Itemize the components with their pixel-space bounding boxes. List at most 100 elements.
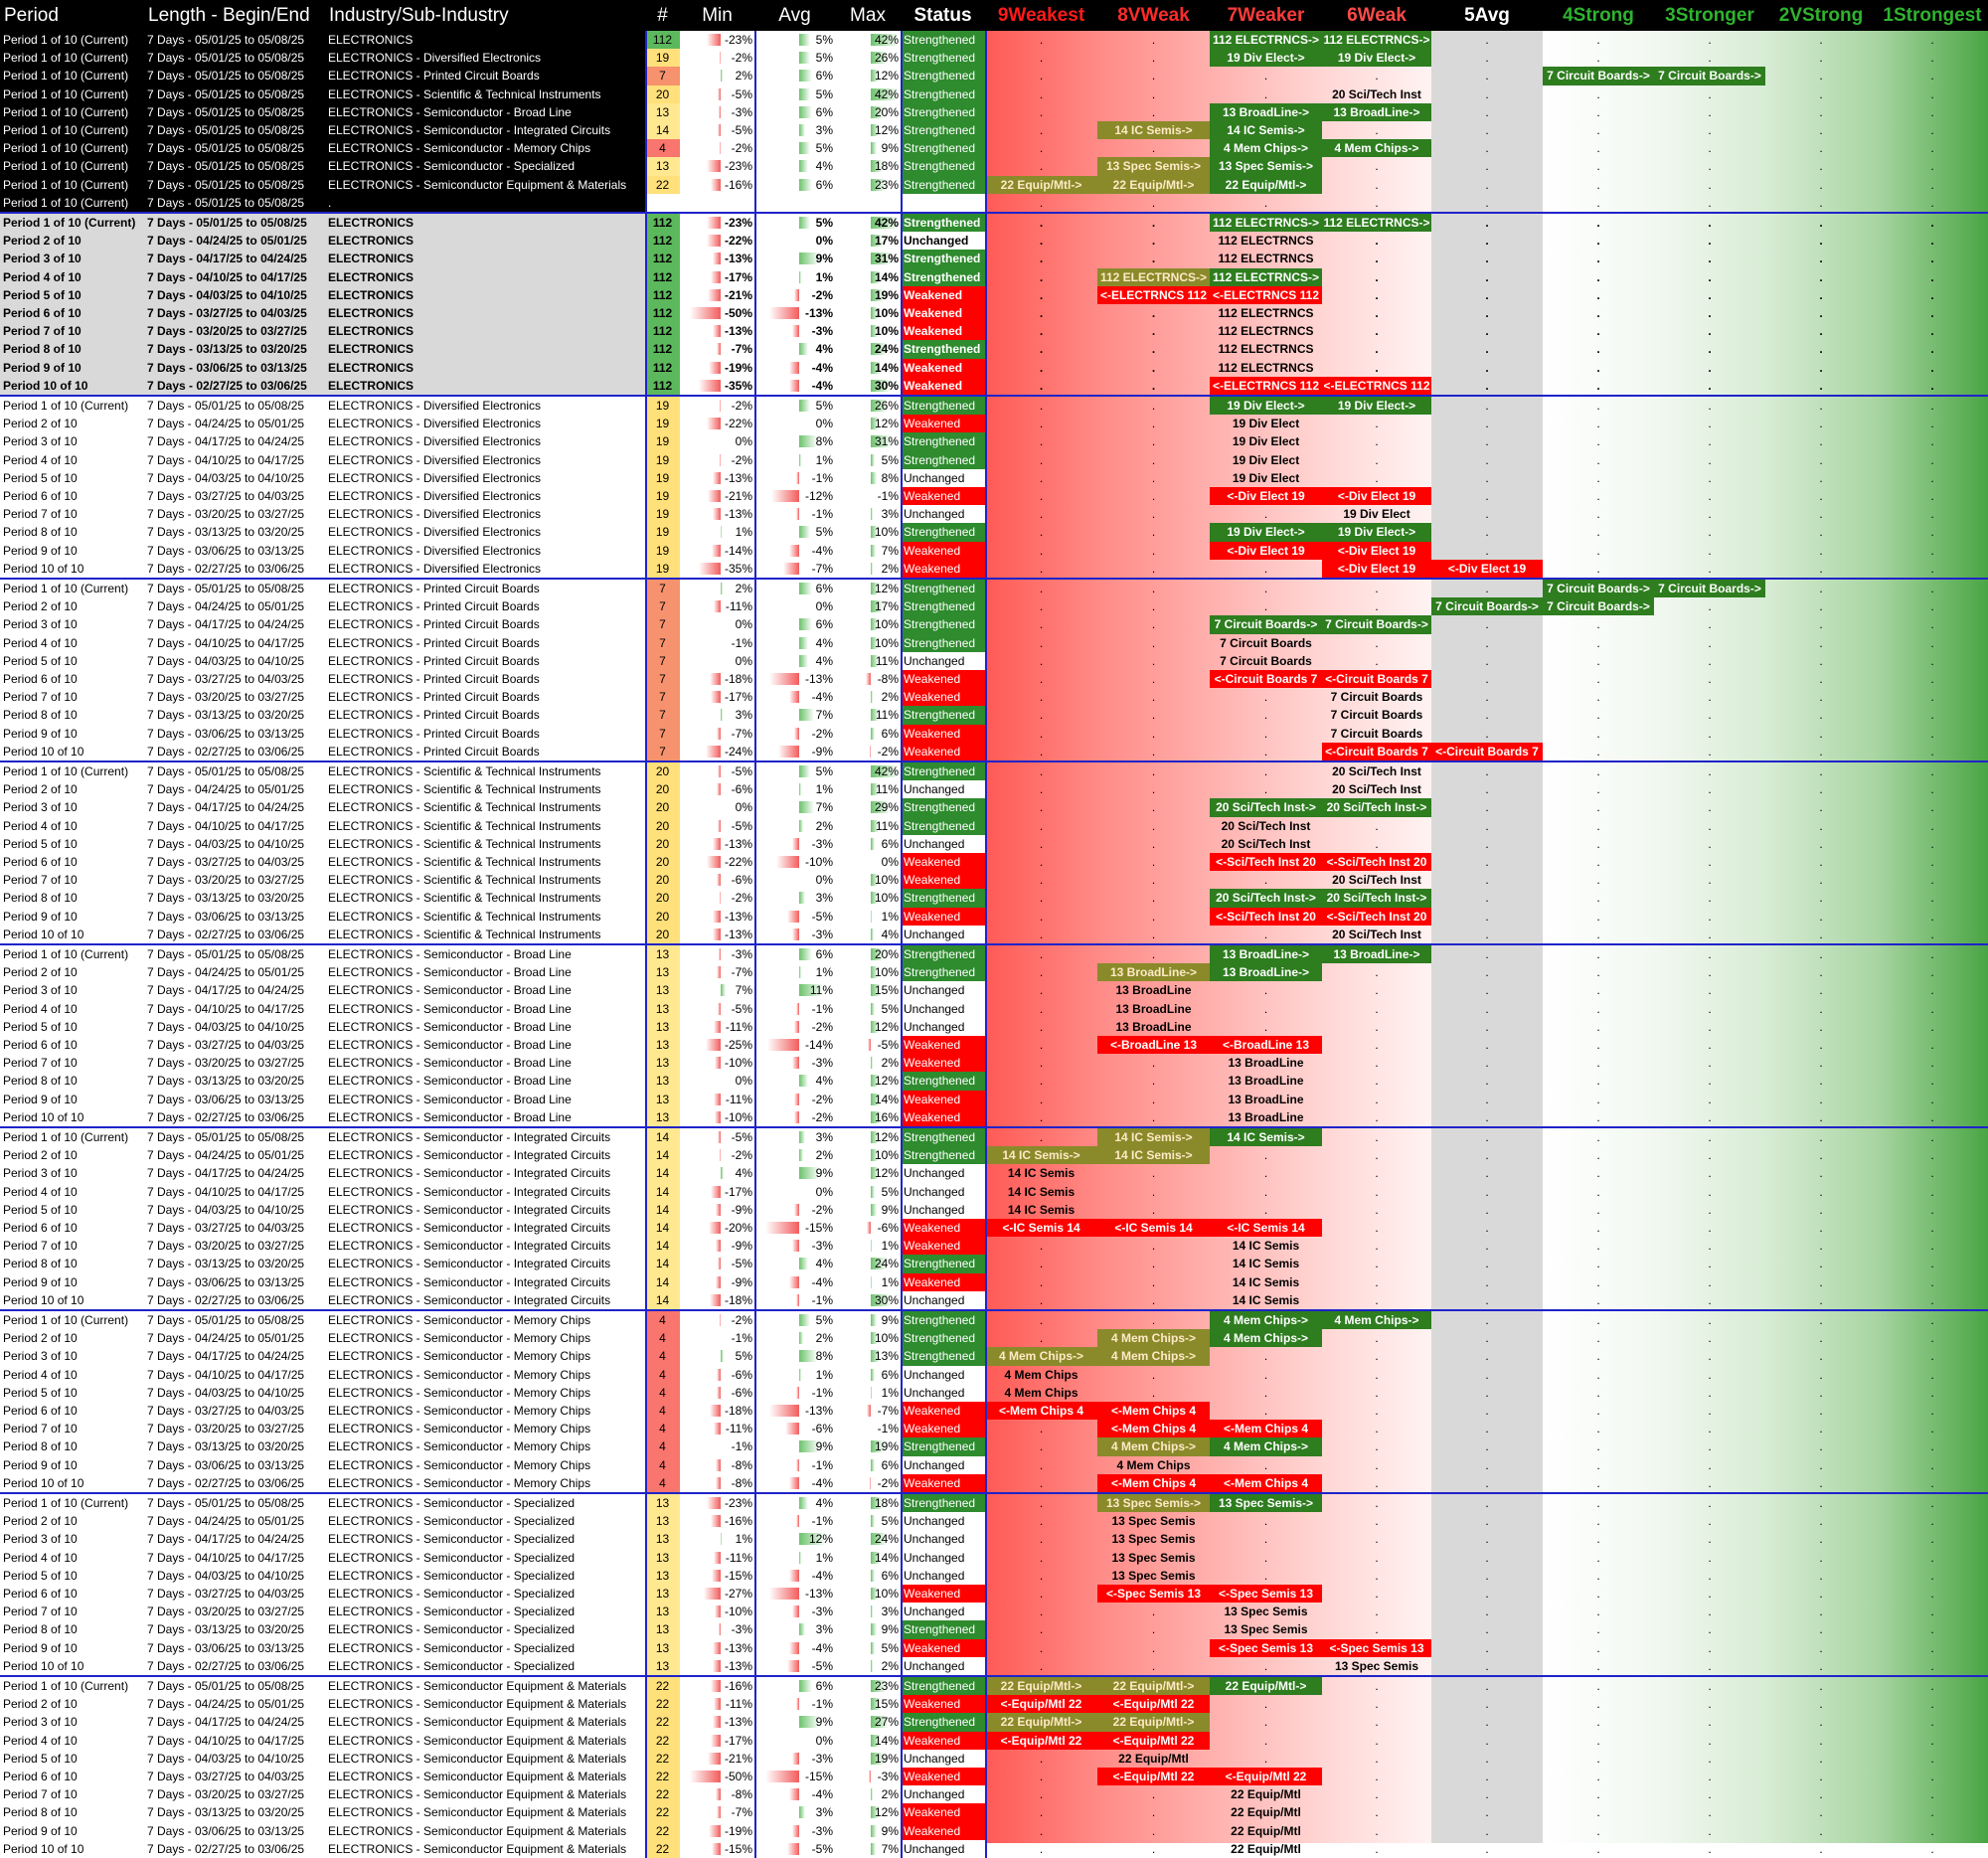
zone-tag[interactable]: 7 Circuit Boards-> bbox=[1431, 597, 1543, 616]
zone-tag[interactable]: <-ELECTRNCS 112 bbox=[1210, 376, 1322, 395]
zone-tag[interactable]: 13 BroadLine bbox=[1228, 1074, 1304, 1089]
zone-tag[interactable]: <-ELECTRNCS 112 bbox=[1210, 285, 1322, 304]
zone-tag[interactable]: <-Equip/Mtl 22 bbox=[1097, 1731, 1210, 1750]
zone-tag[interactable]: 13 Spec Semis bbox=[1111, 1568, 1196, 1583]
table-row[interactable]: Period 4 of 10 7 Days - 04/10/25 to 04/17… bbox=[0, 999, 1988, 1018]
zone-tag[interactable]: 20 Sci/Tech Inst bbox=[1332, 873, 1421, 888]
table-row[interactable]: Period 4 of 10 7 Days - 04/10/25 to 04/17… bbox=[0, 633, 1988, 652]
zone-tag[interactable]: 19 Div Elect-> bbox=[1322, 49, 1431, 68]
zone-tag[interactable]: 19 Div Elect bbox=[1232, 470, 1300, 485]
zone-tag[interactable]: 22 Equip/Mtl-> bbox=[985, 1677, 1097, 1696]
zone-tag[interactable]: 19 Div Elect bbox=[1232, 452, 1300, 467]
table-row[interactable]: Period 1 of 10 (Current) 7 Days - 05/01/2… bbox=[0, 1494, 1988, 1513]
zone-tag[interactable]: 19 Div Elect bbox=[1343, 507, 1410, 522]
table-row[interactable]: Period 3 of 10 7 Days - 04/17/25 to 04/24… bbox=[0, 250, 1988, 268]
table-row[interactable]: Period 1 of 10 (Current) 7 Days - 05/01/2… bbox=[0, 67, 1988, 85]
table-row[interactable]: Period 1 of 10 (Current) 7 Days - 05/01/2… bbox=[0, 945, 1988, 964]
zone-tag[interactable]: <-Sci/Tech Inst 20 bbox=[1322, 907, 1431, 926]
zone-tag[interactable]: 14 IC Semis bbox=[1007, 1202, 1076, 1217]
zone-tag[interactable]: 20 Sci/Tech Inst bbox=[1221, 836, 1311, 851]
zone-tag[interactable]: 20 Sci/Tech Inst bbox=[1332, 86, 1421, 101]
table-row[interactable]: Period 4 of 10 7 Days - 04/10/25 to 04/17… bbox=[0, 1182, 1988, 1201]
zone-tag[interactable]: <-BroadLine 13 bbox=[1210, 1036, 1322, 1055]
zone-tag[interactable]: 13 BroadLine-> bbox=[1322, 102, 1431, 121]
table-row[interactable]: Period 8 of 10 7 Days - 03/13/25 to 03/20… bbox=[0, 1803, 1988, 1822]
zone-tag[interactable]: 112 ELECTRNCS-> bbox=[1210, 214, 1322, 233]
zone-tag[interactable]: 4 Mem Chips-> bbox=[1210, 1311, 1322, 1330]
table-row[interactable]: Period 5 of 10 7 Days - 04/03/25 to 04/10… bbox=[0, 1017, 1988, 1036]
zone-tag[interactable]: 14 IC Semis-> bbox=[1097, 121, 1210, 140]
zone-tag[interactable]: 20 Sci/Tech Inst-> bbox=[1322, 798, 1431, 817]
table-row[interactable]: Period 9 of 10 7 Days - 03/06/25 to 03/13… bbox=[0, 1821, 1988, 1840]
table-row[interactable]: Period 9 of 10 7 Days - 03/06/25 to 03/13… bbox=[0, 1090, 1988, 1108]
zone-tag[interactable]: 22 Equip/Mtl-> bbox=[985, 1713, 1097, 1732]
table-row[interactable]: Period 6 of 10 7 Days - 03/27/25 to 04/03… bbox=[0, 1402, 1988, 1421]
zone-tag[interactable]: 4 Mem Chips-> bbox=[1097, 1347, 1210, 1366]
table-row[interactable]: Period 1 of 10 (Current) 7 Days - 05/01/2… bbox=[0, 121, 1988, 140]
zone-tag[interactable]: 14 IC Semis bbox=[1232, 1257, 1300, 1271]
zone-tag[interactable]: 4 Mem Chips bbox=[1004, 1385, 1078, 1400]
zone-tag[interactable]: 22 Equip/Mtl bbox=[1231, 1823, 1301, 1838]
zone-tag[interactable]: 14 IC Semis-> bbox=[985, 1146, 1097, 1165]
zone-tag[interactable]: <-Sci/Tech Inst 20 bbox=[1210, 907, 1322, 926]
column-header-3stronger[interactable]: 3Stronger bbox=[1665, 5, 1754, 26]
zone-tag[interactable]: 14 IC Semis-> bbox=[1097, 1128, 1210, 1147]
zone-tag[interactable]: <-Circuit Boards 7 bbox=[1210, 670, 1322, 689]
zone-tag[interactable]: <-Div Elect 19 bbox=[1210, 487, 1322, 506]
zone-tag[interactable]: 4 Mem Chips-> bbox=[1322, 1311, 1431, 1330]
table-row[interactable]: Period 1 of 10 (Current) 7 Days - 05/01/2… bbox=[0, 84, 1988, 103]
zone-tag[interactable]: <-Circuit Boards 7 bbox=[1322, 670, 1431, 689]
zone-tag[interactable]: 13 BroadLine bbox=[1228, 1056, 1304, 1071]
column-header-1strongest[interactable]: 1Strongest bbox=[1883, 5, 1982, 26]
column-header-max[interactable]: Max bbox=[850, 5, 886, 26]
zone-tag[interactable]: 7 Circuit Boards-> bbox=[1543, 580, 1654, 598]
zone-tag[interactable]: 22 Equip/Mtl bbox=[1231, 1805, 1301, 1820]
zone-tag[interactable]: 7 Circuit Boards bbox=[1220, 653, 1312, 668]
zone-tag[interactable]: 14 IC Semis bbox=[1232, 1274, 1300, 1289]
zone-tag[interactable]: 7 Circuit Boards-> bbox=[1543, 67, 1654, 85]
zone-tag[interactable]: 19 Div Elect-> bbox=[1322, 523, 1431, 542]
column-header-6weak[interactable]: 6Weak bbox=[1347, 5, 1407, 26]
table-row[interactable]: Period 10 of 10 7 Days - 02/27/25 to 03/0… bbox=[0, 559, 1988, 578]
zone-tag[interactable]: 19 Div Elect bbox=[1232, 434, 1300, 449]
table-row[interactable]: Period 1 of 10 (Current) 7 Days - 05/01/2… bbox=[0, 1311, 1988, 1330]
table-row[interactable]: Period 7 of 10 7 Days - 03/20/25 to 03/27… bbox=[0, 1785, 1988, 1804]
table-row[interactable]: Period 3 of 10 7 Days - 04/17/25 to 04/24… bbox=[0, 1347, 1988, 1366]
table-row[interactable]: Period 2 of 10 7 Days - 04/24/25 to 05/01… bbox=[0, 1512, 1988, 1531]
table-row[interactable]: Period 5 of 10 7 Days - 04/03/25 to 04/10… bbox=[0, 468, 1988, 487]
zone-tag[interactable]: 13 BroadLine bbox=[1115, 983, 1192, 998]
zone-tag[interactable]: 20 Sci/Tech Inst bbox=[1221, 818, 1311, 833]
table-row[interactable]: Period 10 of 10 7 Days - 02/27/25 to 03/0… bbox=[0, 742, 1988, 760]
zone-tag[interactable]: 19 Div Elect-> bbox=[1210, 49, 1322, 68]
table-row[interactable]: Period 5 of 10 7 Days - 04/03/25 to 04/10… bbox=[0, 1566, 1988, 1585]
table-row[interactable]: Period 3 of 10 7 Days - 04/17/25 to 04/24… bbox=[0, 432, 1988, 451]
table-row[interactable]: Period 5 of 10 7 Days - 04/03/25 to 04/10… bbox=[0, 651, 1988, 670]
table-row[interactable]: Period 8 of 10 7 Days - 03/13/25 to 03/20… bbox=[0, 889, 1988, 908]
zone-tag[interactable]: <-Mem Chips 4 bbox=[985, 1402, 1097, 1421]
zone-tag[interactable]: 13 BroadLine bbox=[1228, 1092, 1304, 1106]
table-row[interactable]: Period 1 of 10 (Current) 7 Days - 05/01/2… bbox=[0, 139, 1988, 158]
table-row[interactable]: Period 9 of 10 7 Days - 03/06/25 to 03/13… bbox=[0, 541, 1988, 560]
zone-tag[interactable]: <-Div Elect 19 bbox=[1322, 541, 1431, 560]
zone-tag[interactable]: <-Equip/Mtl 22 bbox=[1210, 1768, 1322, 1786]
zone-tag[interactable]: 13 BroadLine bbox=[1228, 1109, 1304, 1124]
zone-tag[interactable]: <-ELECTRNCS 112 bbox=[1322, 376, 1431, 395]
zone-tag[interactable]: <-IC Semis 14 bbox=[1097, 1219, 1210, 1238]
table-row[interactable]: Period 6 of 10 7 Days - 03/27/25 to 04/03… bbox=[0, 1585, 1988, 1604]
table-row[interactable]: Period 8 of 10 7 Days - 03/13/25 to 03/20… bbox=[0, 706, 1988, 725]
zone-tag[interactable]: 4 Mem Chips-> bbox=[1210, 1329, 1322, 1348]
zone-tag[interactable]: 7 Circuit Boards-> bbox=[1654, 580, 1765, 598]
table-row[interactable]: Period 10 of 10 7 Days - 02/27/25 to 03/0… bbox=[0, 1290, 1988, 1309]
table-row[interactable]: Period 6 of 10 7 Days - 03/27/25 to 04/03… bbox=[0, 304, 1988, 323]
zone-tag[interactable]: 14 IC Semis-> bbox=[1097, 1146, 1210, 1165]
zone-tag[interactable]: 4 Mem Chips-> bbox=[1322, 139, 1431, 158]
zone-tag[interactable]: 112 ELECTRNCS-> bbox=[1210, 31, 1322, 50]
table-row[interactable]: Period 8 of 10 7 Days - 03/13/25 to 03/20… bbox=[0, 1437, 1988, 1456]
zone-tag[interactable]: 22 Equip/Mtl bbox=[1231, 1787, 1301, 1802]
zone-tag[interactable]: 19 Div Elect-> bbox=[1210, 523, 1322, 542]
zone-tag[interactable]: <-Mem Chips 4 bbox=[1097, 1402, 1210, 1421]
zone-tag[interactable]: <-Circuit Boards 7 bbox=[1431, 742, 1543, 760]
column-header-industry-sub-industry[interactable]: Industry/Sub-Industry bbox=[329, 5, 509, 26]
table-row[interactable]: Period 3 of 10 7 Days - 04/17/25 to 04/24… bbox=[0, 1713, 1988, 1732]
zone-tag[interactable]: <-IC Semis 14 bbox=[985, 1219, 1097, 1238]
